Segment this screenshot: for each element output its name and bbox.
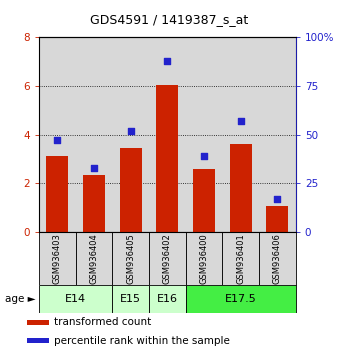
Point [201, 153, 207, 159]
Bar [149, 285, 186, 313]
Bar [27, 320, 49, 325]
Bar [186, 37, 222, 232]
Bar [120, 148, 142, 232]
Bar [39, 285, 112, 313]
Point [91, 165, 97, 171]
Text: E17.5: E17.5 [225, 294, 257, 304]
Bar [259, 37, 296, 232]
Point [275, 196, 280, 202]
Text: GSM936403: GSM936403 [53, 233, 62, 284]
Point [128, 128, 133, 133]
Point [165, 58, 170, 63]
Text: E15: E15 [120, 294, 141, 304]
Text: GSM936402: GSM936402 [163, 233, 172, 284]
Bar [83, 175, 105, 232]
Text: GDS4591 / 1419387_s_at: GDS4591 / 1419387_s_at [90, 13, 248, 26]
Point [238, 118, 243, 124]
Text: percentile rank within the sample: percentile rank within the sample [54, 336, 230, 346]
Bar [112, 37, 149, 232]
Bar [186, 285, 296, 313]
Text: age ►: age ► [5, 294, 35, 304]
Text: GSM936406: GSM936406 [273, 233, 282, 284]
Bar [259, 232, 296, 285]
Bar [149, 232, 186, 285]
Bar [27, 338, 49, 343]
Text: E16: E16 [157, 294, 178, 304]
Bar [112, 232, 149, 285]
Bar [230, 144, 252, 232]
Bar [156, 85, 178, 232]
Text: E14: E14 [65, 294, 86, 304]
Text: GSM936401: GSM936401 [236, 233, 245, 284]
Bar [222, 232, 259, 285]
Bar [39, 232, 76, 285]
Text: GSM936400: GSM936400 [199, 233, 209, 284]
Bar [149, 37, 186, 232]
Text: GSM936404: GSM936404 [90, 233, 98, 284]
Bar [112, 285, 149, 313]
Bar [186, 232, 222, 285]
Bar [46, 156, 68, 232]
Bar [222, 37, 259, 232]
Bar [266, 206, 288, 232]
Bar [76, 37, 112, 232]
Bar [39, 37, 76, 232]
Point [54, 138, 60, 143]
Text: transformed count: transformed count [54, 317, 151, 327]
Bar [193, 169, 215, 232]
Text: GSM936405: GSM936405 [126, 233, 135, 284]
Bar [76, 232, 112, 285]
